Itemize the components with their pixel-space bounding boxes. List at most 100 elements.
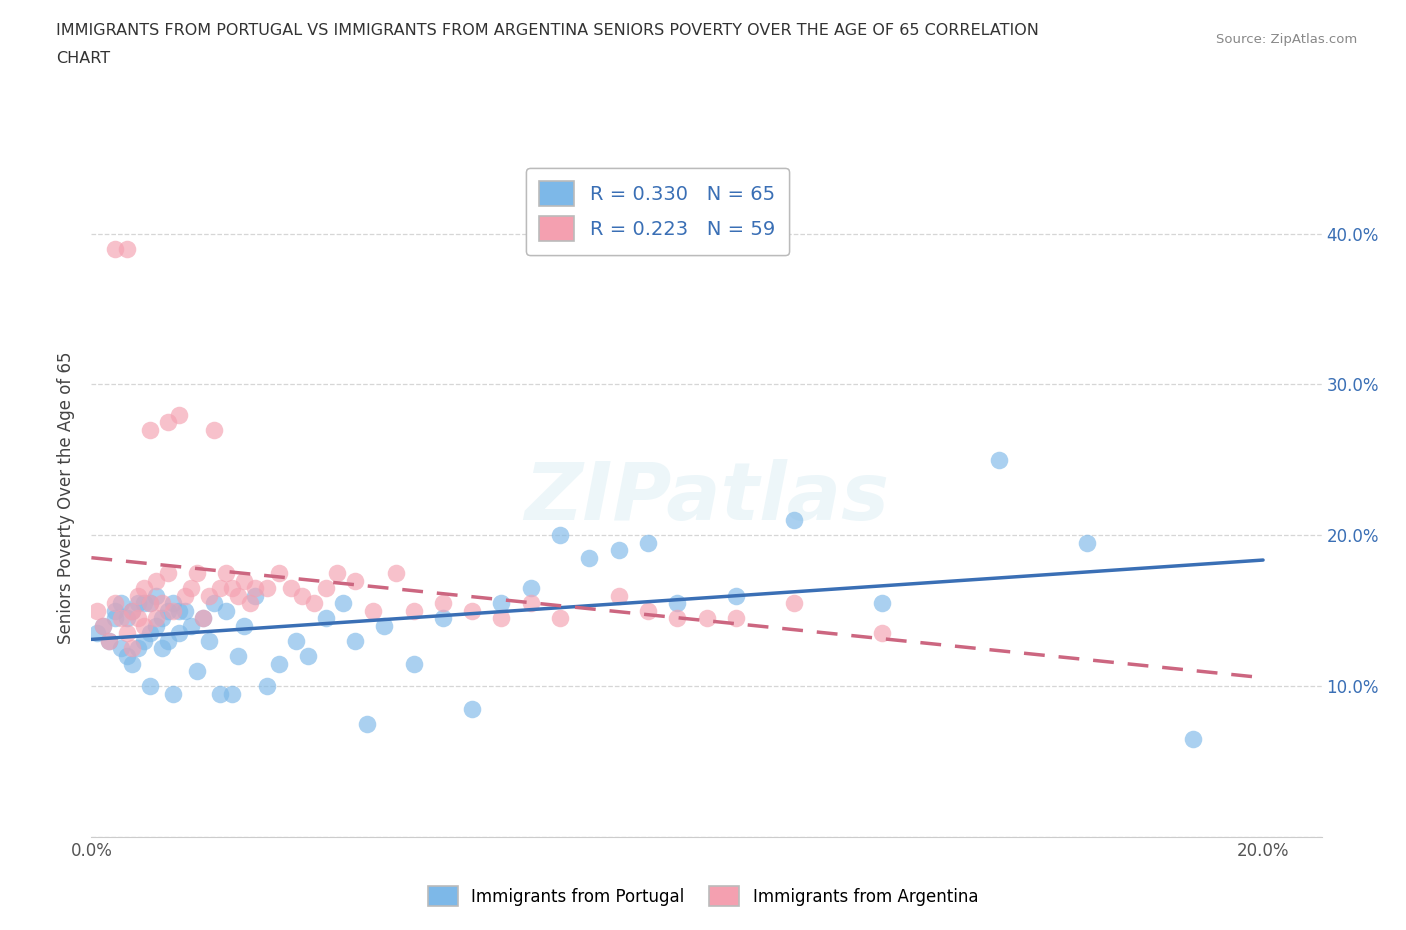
Point (139, 679, 162, 694)
Point (139, 596, 162, 611)
Point (169, 407, 191, 422)
Point (870, 596, 894, 611)
Point (150, 641, 173, 656)
Point (637, 536, 659, 551)
Point (245, 588, 267, 603)
Point (139, 626, 162, 641)
Point (461, 604, 484, 618)
Point (232, 573, 254, 588)
Point (162, 596, 184, 611)
Point (724, 588, 747, 603)
Point (491, 596, 513, 611)
Point (104, 241, 127, 256)
Point (202, 422, 225, 437)
Point (548, 528, 571, 543)
Point (156, 415, 179, 430)
Point (132, 633, 155, 648)
Point (110, 611, 132, 626)
Point (343, 633, 366, 648)
Point (115, 648, 138, 663)
Point (91, 618, 114, 633)
Point (174, 588, 197, 603)
Point (115, 241, 138, 256)
Point (86, 604, 108, 618)
Text: CHART: CHART (56, 51, 110, 66)
Point (156, 604, 179, 618)
Point (174, 604, 197, 618)
Point (162, 686, 184, 701)
Point (215, 565, 238, 580)
Text: ZIPatlas: ZIPatlas (524, 458, 889, 537)
Point (326, 565, 349, 580)
Point (315, 580, 337, 595)
Point (156, 565, 179, 580)
Point (783, 596, 806, 611)
Point (343, 573, 366, 588)
Point (180, 580, 202, 595)
Point (666, 596, 689, 611)
Text: IMMIGRANTS FROM PORTUGAL VS IMMIGRANTS FROM ARGENTINA SENIORS POVERTY OVER THE A: IMMIGRANTS FROM PORTUGAL VS IMMIGRANTS F… (56, 23, 1039, 38)
Point (121, 641, 143, 656)
Point (191, 611, 214, 626)
Point (98, 633, 120, 648)
Point (256, 679, 278, 694)
Point (110, 641, 132, 656)
Legend: R = 0.330   N = 65, R = 0.223   N = 59: R = 0.330 N = 65, R = 0.223 N = 59 (526, 167, 789, 255)
Point (1076, 536, 1098, 551)
Point (121, 604, 143, 618)
Point (202, 596, 225, 611)
Point (150, 611, 173, 626)
Point (221, 686, 243, 701)
Point (988, 452, 1011, 467)
Point (432, 596, 454, 611)
Point (232, 618, 254, 633)
Point (607, 543, 630, 558)
Point (332, 596, 354, 611)
Point (215, 604, 238, 618)
Y-axis label: Seniors Poverty Over the Age of 65: Seniors Poverty Over the Age of 65 (58, 352, 76, 644)
Point (139, 596, 162, 611)
Point (98, 633, 120, 648)
Point (127, 596, 149, 611)
Point (115, 626, 138, 641)
Point (226, 648, 249, 663)
Point (373, 618, 395, 633)
Point (491, 611, 513, 626)
Point (132, 580, 155, 595)
Point (121, 656, 143, 671)
Point (432, 611, 454, 626)
Point (104, 611, 127, 626)
Point (132, 596, 155, 611)
Point (104, 604, 127, 618)
Legend: Immigrants from Portugal, Immigrants from Argentina: Immigrants from Portugal, Immigrants fro… (422, 880, 984, 912)
Point (666, 611, 689, 626)
Point (180, 618, 202, 633)
Point (127, 611, 149, 626)
Point (156, 633, 179, 648)
Point (127, 588, 149, 603)
Point (724, 611, 747, 626)
Text: Source: ZipAtlas.com: Source: ZipAtlas.com (1216, 33, 1357, 46)
Point (150, 596, 173, 611)
Point (132, 618, 155, 633)
Point (519, 580, 541, 595)
Point (402, 604, 425, 618)
Point (267, 656, 290, 671)
Point (127, 641, 149, 656)
Point (186, 565, 208, 580)
Point (238, 596, 260, 611)
Point (86, 626, 108, 641)
Point (315, 611, 337, 626)
Point (302, 596, 325, 611)
Point (162, 604, 184, 618)
Point (115, 611, 138, 626)
Point (145, 618, 167, 633)
Point (361, 604, 384, 618)
Point (285, 633, 308, 648)
Point (104, 596, 127, 611)
Point (356, 716, 378, 731)
Point (1181, 732, 1204, 747)
Point (385, 565, 408, 580)
Point (280, 580, 302, 595)
Point (169, 604, 191, 618)
